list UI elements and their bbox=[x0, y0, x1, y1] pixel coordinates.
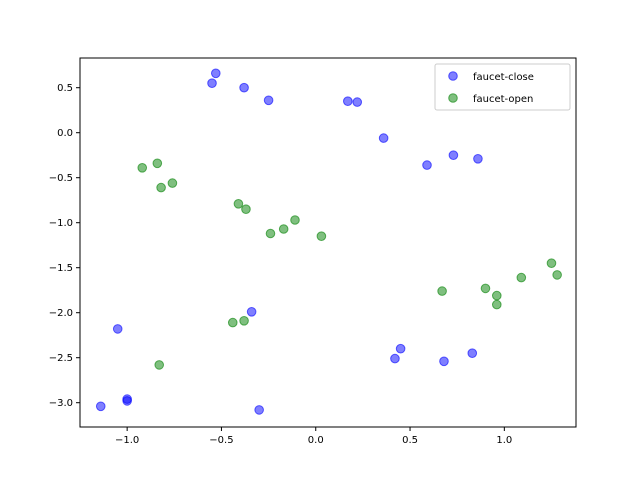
faucet-open-legend-label: faucet-open bbox=[473, 94, 533, 105]
faucet-close-point bbox=[390, 353, 400, 364]
x-tick-label: −0.5 bbox=[209, 435, 233, 446]
faucet-open-point bbox=[290, 215, 300, 225]
legend: faucet-close faucet-open bbox=[434, 63, 571, 111]
faucet-open-point bbox=[239, 316, 249, 326]
faucet-open-point bbox=[316, 231, 327, 241]
faucet-close-point bbox=[254, 405, 264, 415]
faucet-close-legend-marker bbox=[448, 71, 458, 81]
faucet-open-point bbox=[546, 258, 557, 269]
faucet-close-point bbox=[239, 82, 249, 93]
faucet-open-point bbox=[491, 299, 502, 310]
faucet-open-point bbox=[227, 317, 238, 328]
faucet-open-point bbox=[233, 199, 244, 209]
y-tick-label: 0.5 bbox=[57, 83, 73, 94]
y-tick-label: −0.5 bbox=[49, 173, 73, 184]
faucet-open-point bbox=[480, 283, 491, 294]
y-axis: 0.5 0.0 −0.5 −1.0 −1.5 −2.0 −2.5 −3.0 bbox=[49, 83, 80, 409]
points-layer bbox=[95, 68, 562, 415]
faucet-open-point bbox=[265, 228, 276, 239]
faucet-open-point bbox=[154, 360, 165, 370]
faucet-close-point bbox=[395, 343, 406, 354]
legend-box bbox=[434, 63, 571, 111]
x-tick-label: 1.0 bbox=[496, 435, 512, 446]
x-axis: −1.0 −0.5 0.0 0.5 1.0 bbox=[115, 427, 512, 446]
faucet-close-point bbox=[246, 307, 257, 317]
faucet-close-point bbox=[352, 97, 363, 107]
plot-frame bbox=[79, 57, 577, 428]
faucet-close-point bbox=[210, 68, 221, 79]
faucet-close-point bbox=[95, 401, 106, 412]
y-tick-label: 0.0 bbox=[57, 128, 73, 139]
faucet-open-point bbox=[437, 286, 447, 296]
faucet-open-point bbox=[156, 182, 166, 193]
faucet-open-legend-marker bbox=[448, 93, 458, 103]
y-tick-label: −1.0 bbox=[49, 218, 73, 229]
x-tick-label: −1.0 bbox=[115, 435, 139, 446]
faucet-close-point bbox=[422, 160, 432, 170]
faucet-open-point bbox=[137, 163, 148, 173]
faucet-close-point bbox=[112, 324, 123, 334]
faucet-open-point bbox=[491, 290, 502, 301]
y-tick-label: −3.0 bbox=[49, 398, 73, 409]
faucet-close-point bbox=[448, 150, 459, 160]
faucet-close-point bbox=[473, 154, 483, 164]
faucet-close-point bbox=[343, 96, 353, 106]
y-tick-label: −1.5 bbox=[49, 263, 73, 274]
x-tick-label: 0.0 bbox=[308, 435, 324, 446]
faucet-open-point bbox=[241, 204, 251, 214]
faucet-open-point bbox=[167, 178, 178, 188]
x-tick-label: 0.5 bbox=[402, 435, 418, 446]
faucet-close-point bbox=[467, 348, 478, 359]
faucet-open-point bbox=[552, 270, 562, 280]
faucet-open-point bbox=[278, 224, 289, 234]
faucet-close-point bbox=[439, 356, 449, 367]
faucet-close-point bbox=[378, 133, 389, 143]
y-tick-label: −2.5 bbox=[49, 353, 73, 364]
faucet-close-point bbox=[122, 396, 132, 406]
y-tick-label: −2.0 bbox=[49, 308, 73, 319]
faucet-close-point bbox=[263, 95, 274, 106]
faucet-close-legend-label: faucet-close bbox=[473, 72, 534, 83]
faucet-close-point bbox=[207, 78, 217, 88]
faucet-open-point bbox=[516, 272, 527, 283]
faucet-open-point bbox=[152, 158, 163, 169]
